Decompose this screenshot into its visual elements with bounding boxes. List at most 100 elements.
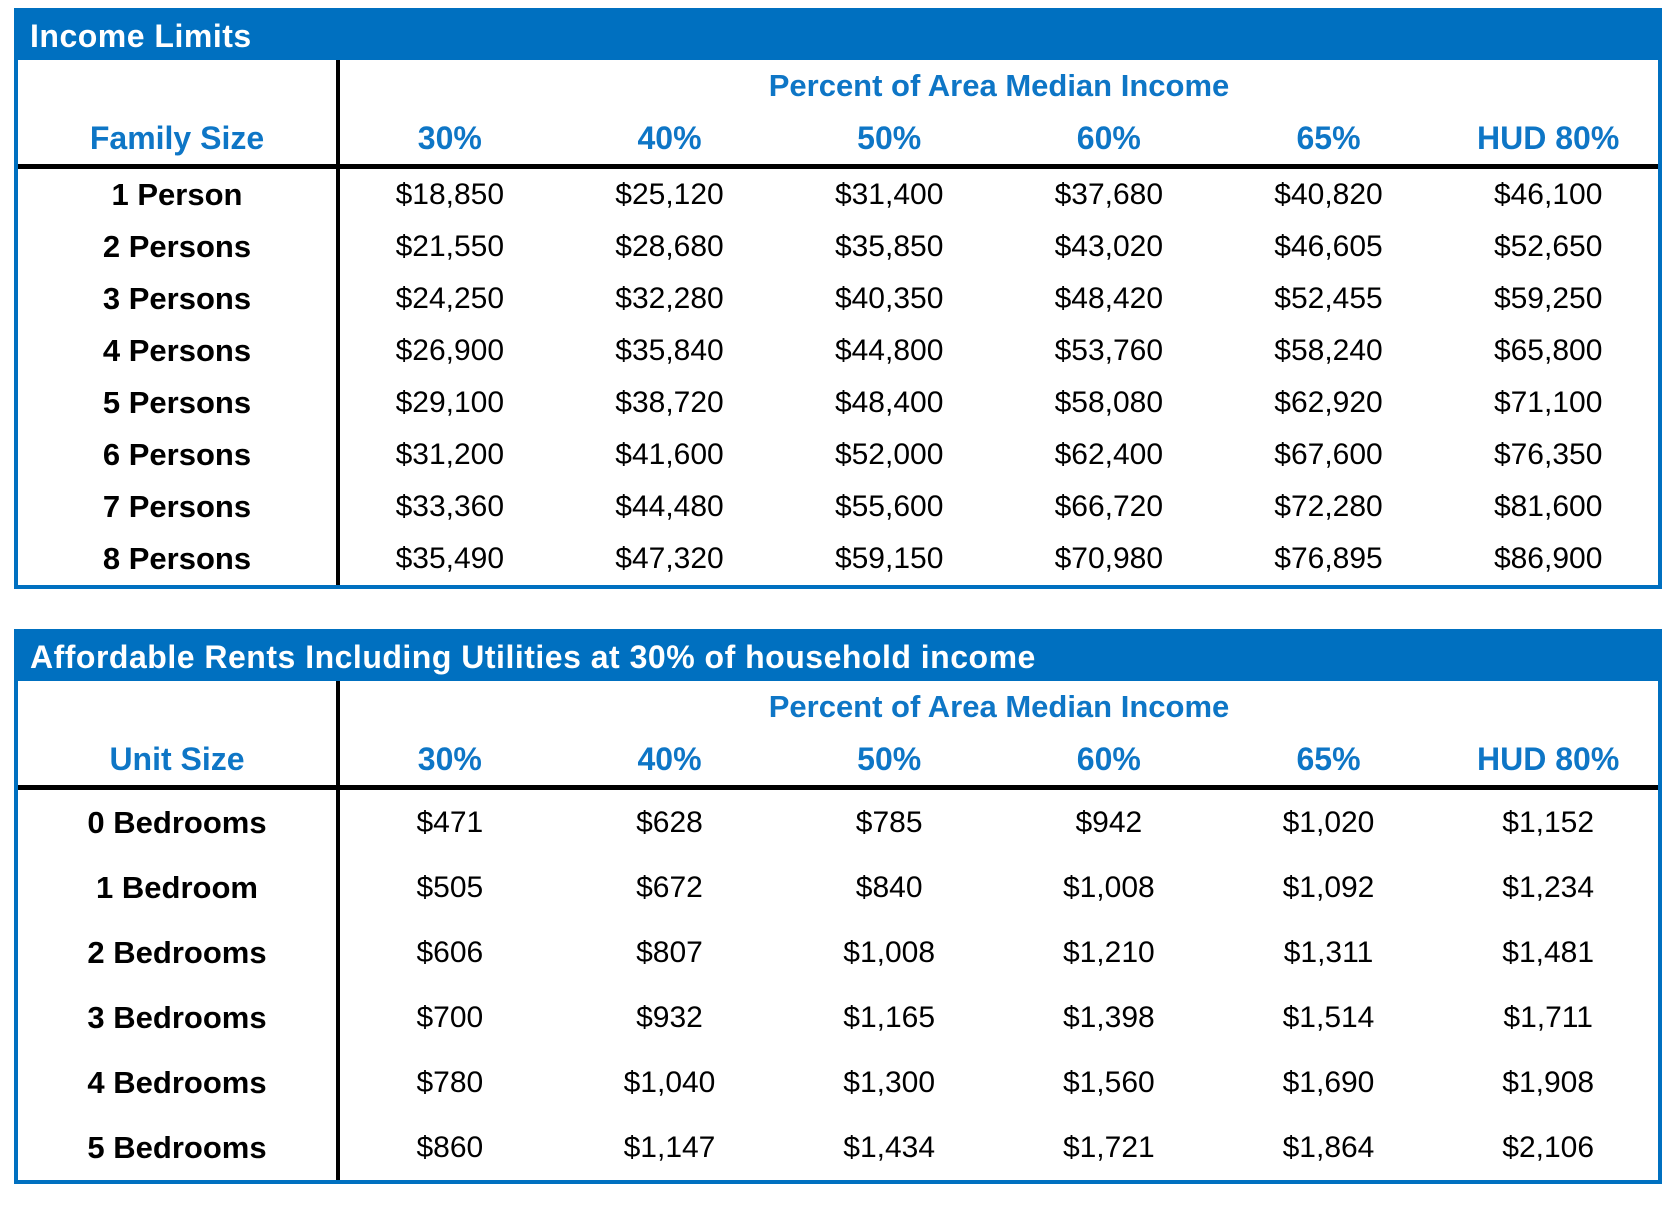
- row-label: 0 Bedrooms: [18, 790, 340, 855]
- row-label: 1 Person: [18, 169, 340, 221]
- value-cell: $1,864: [1282, 1130, 1375, 1164]
- column-header-40: 40%: [637, 740, 702, 777]
- value-cell: $1,690: [1282, 1065, 1375, 1099]
- column-header-hud80: HUD 80%: [1477, 119, 1620, 156]
- table-row: 2 Bedrooms $606 $807 $1,008 $1,210 $1,31…: [18, 920, 1658, 985]
- rents-group-header-row: Percent of Area Median Income: [18, 681, 1658, 733]
- row-label: 7 Persons: [18, 481, 340, 533]
- value-cell: $44,800: [834, 334, 944, 367]
- value-cell: $840: [855, 870, 923, 904]
- affordable-rents-table: Affordable Rents Including Utilities at …: [14, 629, 1662, 1184]
- value-cell: $1,092: [1282, 870, 1375, 904]
- value-cell: $76,895: [1274, 542, 1383, 575]
- value-cell: $25,120: [615, 178, 724, 211]
- value-cell: $1,147: [623, 1130, 716, 1164]
- value-cell: $18,850: [395, 178, 505, 211]
- value-cell: $1,008: [843, 935, 936, 969]
- row-label: 5 Persons: [18, 377, 340, 429]
- value-cell: $1,165: [843, 1000, 936, 1034]
- value-cell: $76,350: [1493, 438, 1603, 471]
- value-cell: $1,311: [1283, 935, 1374, 969]
- value-cell: $860: [416, 1130, 484, 1164]
- value-cell: $52,455: [1274, 282, 1383, 315]
- value-cell: $1,040: [623, 1065, 716, 1099]
- value-cell: $41,600: [615, 438, 724, 471]
- value-cell: $1,721: [1062, 1130, 1155, 1164]
- income-column-header-row: Family Size 30% 40% 50% 60% 65% HUD 80%: [18, 112, 1658, 169]
- value-cell: $62,920: [1274, 386, 1383, 419]
- value-cell: $1,008: [1062, 870, 1155, 904]
- row-label: 4 Bedrooms: [18, 1050, 340, 1115]
- value-cell: $33,360: [395, 490, 505, 523]
- value-cell: $48,420: [1054, 282, 1164, 315]
- value-cell: $807: [636, 935, 703, 969]
- value-cell: $40,350: [834, 282, 944, 315]
- income-group-header-row: Percent of Area Median Income: [18, 60, 1658, 112]
- table-row: 4 Persons $26,900 $35,840 $44,800 $53,76…: [18, 325, 1658, 377]
- value-cell: $72,280: [1274, 490, 1383, 523]
- value-cell: $32,280: [615, 282, 724, 315]
- row-label: 2 Bedrooms: [18, 920, 340, 985]
- value-cell: $2,106: [1502, 1130, 1595, 1164]
- value-cell: $59,150: [834, 542, 944, 575]
- table-row: 3 Persons $24,250 $32,280 $40,350 $48,42…: [18, 273, 1658, 325]
- column-header-50: 50%: [857, 119, 922, 156]
- value-cell: $24,250: [395, 282, 505, 315]
- value-cell: $1,481: [1502, 935, 1595, 969]
- value-cell: $86,900: [1493, 542, 1603, 575]
- value-cell: $35,490: [395, 542, 505, 575]
- value-cell: $31,400: [834, 178, 944, 211]
- value-cell: $1,398: [1062, 1000, 1155, 1034]
- row-label: 3 Bedrooms: [18, 985, 340, 1050]
- column-header-60: 60%: [1076, 119, 1141, 156]
- value-cell: $942: [1075, 805, 1143, 839]
- column-header-40: 40%: [637, 119, 702, 156]
- value-cell: $700: [416, 1000, 484, 1034]
- value-cell: $35,840: [615, 334, 724, 367]
- rents-column-header-row: Unit Size 30% 40% 50% 60% 65% HUD 80%: [18, 733, 1658, 790]
- table-row: 8 Persons $35,490 $47,320 $59,150 $70,98…: [18, 533, 1658, 585]
- value-cell: $43,020: [1054, 230, 1164, 263]
- value-cell: $38,720: [615, 386, 724, 419]
- rents-group-header-spacer: [18, 681, 340, 733]
- value-cell: $628: [636, 805, 703, 839]
- value-cell: $67,600: [1274, 438, 1383, 471]
- table-row: 5 Persons $29,100 $38,720 $48,400 $58,08…: [18, 377, 1658, 429]
- row-label: 2 Persons: [18, 221, 340, 273]
- value-cell: $606: [416, 935, 484, 969]
- value-cell: $65,800: [1493, 334, 1603, 367]
- column-header-30: 30%: [417, 119, 482, 156]
- column-header-30: 30%: [417, 740, 482, 777]
- rents-table-title: Affordable Rents Including Utilities at …: [18, 633, 1658, 681]
- value-cell: $1,300: [843, 1065, 936, 1099]
- income-table-title: Income Limits: [18, 12, 1658, 60]
- value-cell: $28,680: [615, 230, 724, 263]
- column-header-hud80: HUD 80%: [1477, 740, 1620, 777]
- income-group-header-spacer: [18, 60, 340, 112]
- value-cell: $1,711: [1503, 1000, 1593, 1034]
- value-cell: $48,400: [834, 386, 944, 419]
- value-cell: $505: [416, 870, 484, 904]
- table-row: 5 Bedrooms $860 $1,147 $1,434 $1,721 $1,…: [18, 1115, 1658, 1180]
- value-cell: $31,200: [395, 438, 505, 471]
- table-row: 4 Bedrooms $780 $1,040 $1,300 $1,560 $1,…: [18, 1050, 1658, 1115]
- table-row: 1 Bedroom $505 $672 $840 $1,008 $1,092 $…: [18, 855, 1658, 920]
- table-row: 1 Person $18,850 $25,120 $31,400 $37,680…: [18, 169, 1658, 221]
- value-cell: $70,980: [1054, 542, 1164, 575]
- value-cell: $1,152: [1502, 805, 1595, 839]
- table-row: 3 Bedrooms $700 $932 $1,165 $1,398 $1,51…: [18, 985, 1658, 1050]
- value-cell: $1,210: [1062, 935, 1155, 969]
- value-cell: $81,600: [1493, 490, 1603, 523]
- value-cell: $35,850: [834, 230, 944, 263]
- value-cell: $471: [416, 805, 484, 839]
- value-cell: $47,320: [615, 542, 724, 575]
- value-cell: $62,400: [1054, 438, 1164, 471]
- row-label: 4 Persons: [18, 325, 340, 377]
- value-cell: $58,240: [1274, 334, 1383, 367]
- rents-row-header-label: Unit Size: [18, 733, 340, 785]
- value-cell: $52,000: [834, 438, 944, 471]
- value-cell: $1,908: [1502, 1065, 1595, 1099]
- column-header-50: 50%: [857, 740, 922, 777]
- value-cell: $932: [636, 1000, 703, 1034]
- value-cell: $780: [416, 1065, 484, 1099]
